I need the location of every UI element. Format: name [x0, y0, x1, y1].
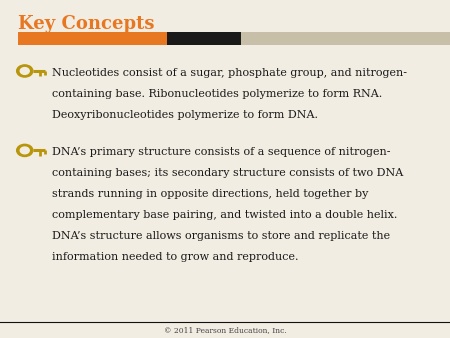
Text: Nucleotides consist of a sugar, phosphate group, and nitrogen-: Nucleotides consist of a sugar, phosphat… — [52, 68, 407, 78]
Text: © 2011 Pearson Education, Inc.: © 2011 Pearson Education, Inc. — [164, 327, 286, 335]
Text: containing bases; its secondary structure consists of two DNA: containing bases; its secondary structur… — [52, 168, 403, 178]
Text: information needed to grow and reproduce.: information needed to grow and reproduce… — [52, 252, 298, 262]
Circle shape — [17, 65, 33, 77]
Bar — [166, 32, 241, 45]
Circle shape — [20, 147, 29, 154]
Text: strands running in opposite directions, held together by: strands running in opposite directions, … — [52, 189, 368, 199]
Text: containing base. Ribonucleotides polymerize to form RNA.: containing base. Ribonucleotides polymer… — [52, 89, 382, 99]
Bar — [241, 32, 450, 45]
Text: Key Concepts: Key Concepts — [18, 15, 154, 33]
Text: complementary base pairing, and twisted into a double helix.: complementary base pairing, and twisted … — [52, 210, 397, 220]
Text: DNA’s primary structure consists of a sequence of nitrogen-: DNA’s primary structure consists of a se… — [52, 147, 390, 157]
Circle shape — [17, 144, 33, 156]
Bar — [18, 32, 166, 45]
Text: Deoxyribonucleotides polymerize to form DNA.: Deoxyribonucleotides polymerize to form … — [52, 110, 318, 120]
Circle shape — [20, 68, 29, 74]
Text: DNA’s structure allows organisms to store and replicate the: DNA’s structure allows organisms to stor… — [52, 231, 390, 241]
